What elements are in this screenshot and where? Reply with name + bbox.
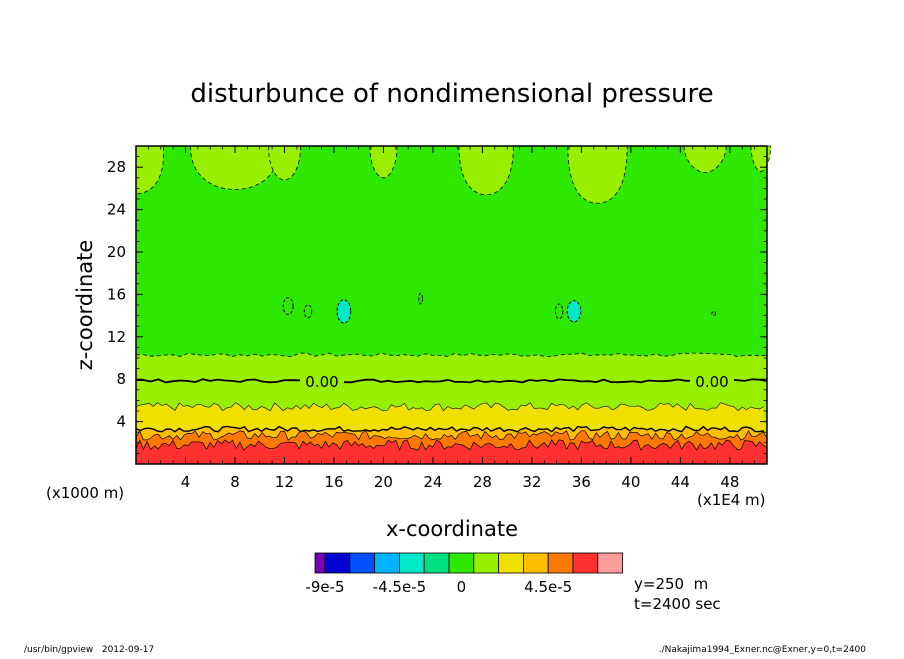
contour-lines (135, 292, 768, 451)
colorbar-tick-label: -9e-5 (305, 578, 344, 596)
x-unit-note: (x1000 m) (46, 484, 124, 502)
colorbar-swatch (448, 552, 475, 574)
colorbar-swatch (398, 552, 425, 574)
y-axis-label: z-coordinate (73, 240, 97, 371)
contour-label-gap (300, 373, 344, 386)
y-tick-label: 24 (107, 201, 126, 219)
colorbar-swatch (314, 552, 326, 574)
contour-region (458, 145, 514, 196)
y-tick-label: 20 (107, 243, 126, 261)
colorbar-swatch (597, 552, 623, 574)
y-tick-label: 8 (116, 370, 126, 388)
anomaly-contour (566, 300, 582, 323)
x-axis-ticks: 4 8 12 16 20 24 28 32 36 40 44 48 (147, 146, 756, 491)
y-axis-ticks: 4 8 12 16 20 24 28 (107, 156, 767, 454)
colorbar-swatch (523, 552, 549, 574)
colorbar-tick-label: -4.5e-5 (373, 578, 426, 596)
anomaly-contour (336, 299, 352, 324)
footer-left: /usr/bin/gpview 2012-09-17 (24, 645, 154, 654)
contour-line (135, 352, 768, 358)
y-value-text: y=250 m (634, 575, 708, 593)
chart-title: disturbunce of nondimensional pressure (190, 79, 713, 109)
anomaly-contour (303, 304, 313, 319)
colorbar-swatch (374, 552, 400, 574)
anomaly-contour (554, 303, 564, 320)
contour-label: 0.00 (695, 373, 728, 391)
contour-fills (135, 145, 772, 464)
x-tick-label: 16 (324, 473, 343, 491)
colorbar-swatch (324, 552, 351, 574)
contour-region (683, 145, 727, 173)
x-tick-label: 4 (181, 473, 191, 491)
x-tick-label: 32 (522, 473, 541, 491)
colorbar-swatch (349, 552, 375, 574)
contour-line (135, 438, 768, 451)
x-scale-note: (x1E4 m) (697, 491, 766, 509)
contour-region (567, 145, 628, 204)
y-tick-label: 12 (107, 328, 126, 346)
colorbar-tick-label: 0 (457, 578, 467, 596)
contour-region (135, 145, 164, 195)
x-tick-label: 48 (720, 473, 739, 491)
x-tick-label: 28 (473, 473, 492, 491)
anomaly-contour (282, 297, 294, 316)
colorbar-swatch (473, 552, 499, 574)
x-tick-label: 24 (423, 473, 442, 491)
contour-line (135, 378, 768, 384)
colorbar-tick-label: 4.5e-5 (524, 578, 572, 596)
contour-line (135, 402, 765, 412)
colorbar (314, 552, 623, 574)
x-tick-label: 44 (671, 473, 690, 491)
y-tick-label: 28 (107, 158, 126, 176)
y-tick-label: 4 (116, 413, 126, 431)
contour-region (750, 145, 772, 172)
contour-region (190, 145, 280, 190)
x-axis-label: x-coordinate (386, 517, 518, 541)
x-tick-label: 36 (572, 473, 591, 491)
colorbar-swatch (572, 552, 599, 574)
anomaly-contour (711, 310, 717, 317)
x-tick-label: 40 (621, 473, 640, 491)
t-value-text: t=2400 sec (634, 595, 721, 613)
x-tick-label: 20 (374, 473, 393, 491)
colorbar-swatch (547, 552, 574, 574)
contour-region (369, 145, 398, 179)
contour-label: 0.00 (305, 373, 338, 391)
anomaly-contour (418, 292, 423, 305)
colorbar-ticks: -9e-5 -4.5e-5 0 4.5e-5 (305, 578, 572, 596)
contour-region (267, 145, 301, 181)
contour-label-gap (690, 373, 734, 386)
footer-right: ./Nakajima1994_Exner.nc@Exner,y=0,t=2400 (659, 645, 867, 654)
colorbar-swatch (423, 552, 450, 574)
contour-line (135, 429, 768, 441)
colorbar-swatch (498, 552, 524, 574)
x-tick-label: 12 (275, 473, 294, 491)
y-tick-label: 16 (107, 285, 126, 303)
contour-line (135, 425, 765, 433)
x-tick-label: 8 (230, 473, 240, 491)
